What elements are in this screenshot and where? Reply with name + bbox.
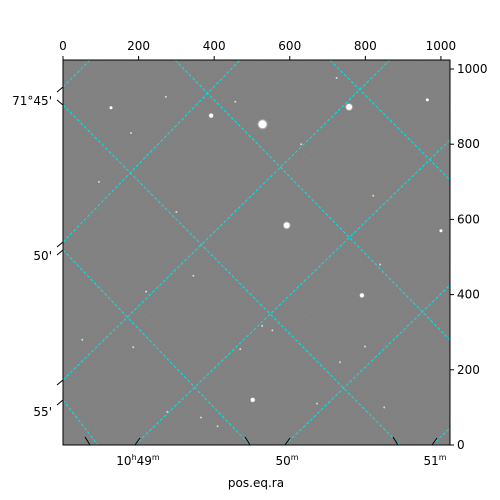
y-tick-label: 600 [457, 212, 480, 226]
dec-tick-mark [56, 241, 64, 248]
star [164, 95, 167, 98]
x-tick-label: 600 [278, 39, 301, 53]
ra-tick-label: 10h49m [116, 453, 160, 468]
star [363, 345, 366, 348]
dec-tick-mark [56, 399, 64, 406]
dec-tick-mark [56, 86, 64, 93]
pixel-axis-right: 0 200 400 600 800 1000 [450, 62, 488, 452]
dec-tick-mark [56, 99, 64, 106]
star [234, 100, 237, 103]
y-tick-label: 1000 [457, 62, 488, 76]
star [109, 106, 113, 110]
y-tick-label: 0 [457, 438, 465, 452]
star [239, 348, 242, 351]
star [166, 410, 169, 413]
grid-line [63, 249, 251, 445]
pixel-axis-top: 0 200 400 600 800 1000 [59, 39, 456, 60]
y-tick-label: 400 [457, 288, 480, 302]
star [250, 397, 255, 402]
star-field [81, 77, 443, 428]
x-tick-label: 400 [203, 39, 226, 53]
star [379, 263, 382, 266]
grid-line [329, 60, 450, 181]
x-tick-label: 200 [127, 39, 150, 53]
star [132, 346, 135, 349]
ra-tick-label: 51m [423, 453, 446, 468]
image-area [62, 59, 451, 446]
grid-line [63, 399, 99, 445]
x-tick-label: 0 [59, 39, 67, 53]
star [216, 425, 219, 428]
star [359, 293, 364, 298]
world-axis-bottom: 10h49m 50m 51m pos.eq.ra [84, 436, 447, 490]
x-axis-title: pos.eq.ra [228, 476, 284, 490]
star [145, 290, 148, 293]
y-tick-label: 200 [457, 363, 480, 377]
star [300, 143, 303, 146]
grid-line [63, 60, 91, 88]
world-axis-left: 71°45' 50' 55' [12, 86, 64, 419]
grid-line [63, 60, 391, 381]
star [81, 338, 84, 341]
star [261, 324, 264, 327]
star [97, 180, 100, 183]
star [209, 113, 214, 118]
dec-tick-label: 71°45' [12, 94, 52, 108]
ra-tick-mark [392, 436, 399, 446]
x-tick-label: 800 [354, 39, 377, 53]
star [383, 406, 386, 409]
ra-tick-mark [134, 437, 141, 446]
coordinate-grid [63, 60, 450, 445]
ra-tick-mark [244, 436, 251, 446]
grid-line [63, 60, 241, 243]
ra-tick-mark [84, 436, 91, 446]
star [372, 194, 375, 197]
ra-tick-mark [284, 437, 291, 446]
image-noise [63, 60, 450, 445]
grid-line [174, 60, 450, 341]
grid-line [134, 139, 450, 445]
star [335, 77, 338, 80]
star [192, 274, 195, 277]
plot-frame [62, 59, 451, 446]
y-tick-label: 800 [457, 137, 480, 151]
star [199, 416, 202, 419]
star [283, 222, 290, 229]
dec-tick-mark [56, 249, 64, 256]
star [425, 98, 429, 102]
star [175, 210, 178, 213]
ra-tick-label: 50m [275, 453, 298, 468]
dec-tick-mark [56, 379, 64, 386]
star [315, 402, 318, 405]
x-tick-label: 1000 [426, 39, 457, 53]
dec-tick-label: 55' [33, 405, 52, 419]
star [339, 361, 342, 364]
star [439, 229, 443, 233]
grid-line [431, 427, 450, 445]
star [346, 103, 353, 110]
star [130, 131, 133, 134]
ra-tick-mark [431, 437, 438, 446]
star [258, 120, 267, 129]
star [271, 329, 274, 332]
dec-tick-label: 50' [33, 249, 52, 263]
